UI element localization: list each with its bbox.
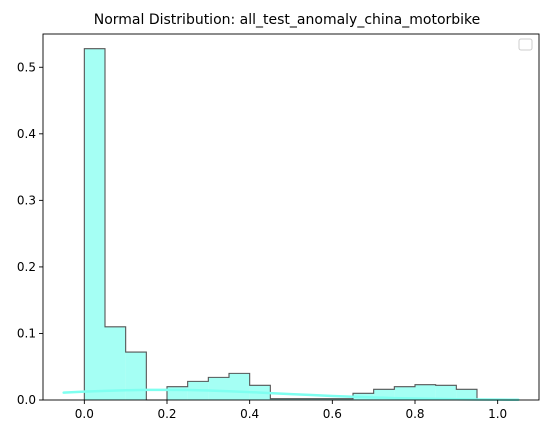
y-tick-label: 0.4 bbox=[17, 127, 36, 141]
histogram-bar bbox=[125, 352, 147, 400]
y-tick-label: 0.2 bbox=[17, 260, 36, 274]
x-tick-label: 0.2 bbox=[157, 407, 176, 421]
histogram-bar bbox=[311, 398, 333, 400]
histogram-bar bbox=[84, 48, 105, 400]
histogram-bar bbox=[208, 377, 229, 400]
x-tick-label: 0.6 bbox=[323, 407, 342, 421]
y-tick-label: 0.0 bbox=[17, 393, 36, 407]
histogram-bar bbox=[332, 398, 353, 400]
x-tick-label: 1.0 bbox=[488, 407, 507, 421]
histogram-bar bbox=[394, 386, 415, 400]
histogram-bar bbox=[105, 326, 126, 400]
chart-title: Normal Distribution: all_test_anomaly_ch… bbox=[94, 12, 481, 28]
legend-box bbox=[518, 38, 533, 51]
plot-area: 0.0 0.2 0.4 0.6 0.8 1.0 0.0 0.1 0.2 0.3 0.4 0.5 bbox=[17, 33, 540, 421]
x-tick-label: 0.8 bbox=[405, 407, 424, 421]
histogram-bar bbox=[435, 385, 457, 400]
histogram-bar bbox=[456, 389, 477, 400]
histogram-bar bbox=[291, 398, 312, 400]
y-tick-label: 0.5 bbox=[17, 60, 36, 74]
x-tick-label: 0.4 bbox=[240, 407, 259, 421]
x-tick-label: 0.0 bbox=[75, 407, 94, 421]
histogram-bar bbox=[229, 373, 250, 400]
histogram-bar bbox=[270, 398, 291, 400]
histogram-outline bbox=[83, 48, 478, 401]
histogram-bars bbox=[84, 48, 477, 400]
histogram-bar bbox=[415, 384, 436, 400]
y-tick-label: 0.3 bbox=[17, 193, 36, 207]
axes-frame bbox=[42, 33, 540, 401]
histogram-bar bbox=[373, 389, 395, 400]
y-tick-label: 0.1 bbox=[17, 326, 36, 340]
curve-line bbox=[62, 388, 520, 402]
